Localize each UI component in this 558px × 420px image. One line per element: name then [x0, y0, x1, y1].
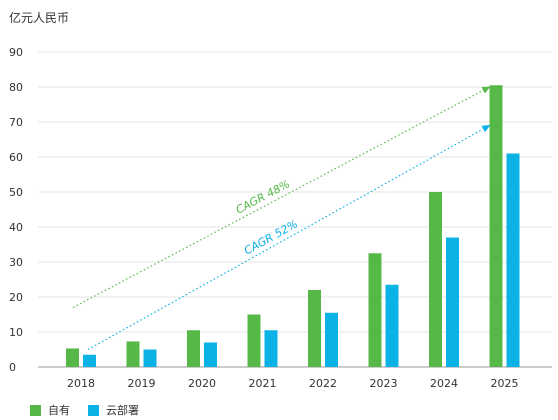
cagr-arrow-1	[72, 86, 491, 309]
legend-swatch-own	[30, 404, 41, 416]
bar-cloud-2018	[83, 354, 96, 367]
bar-own-2022	[308, 290, 321, 367]
bar-cloud-2023	[385, 284, 399, 367]
x-tick-label-2025: 2025	[491, 377, 519, 390]
legend-item-cloud: 云部署	[88, 402, 139, 418]
bar-own-2021	[247, 314, 261, 367]
bar-cloud-2025	[506, 153, 520, 367]
y-tick-label-10: 10	[9, 326, 23, 339]
x-tick-label-2023: 2023	[370, 377, 398, 390]
bar-cloud-2019	[143, 349, 157, 367]
y-tick-label-40: 40	[9, 221, 23, 234]
legend-swatch-cloud	[88, 404, 99, 416]
legend-label-cloud: 云部署	[106, 404, 139, 417]
x-tick-label-2021: 2021	[249, 377, 277, 390]
y-tick-label-50: 50	[9, 186, 23, 199]
bar-own-2023	[368, 253, 382, 367]
x-tick-label-2020: 2020	[188, 377, 216, 390]
y-tick-label-30: 30	[9, 256, 23, 269]
bar-cloud-2022	[325, 312, 338, 367]
y-tick-label-90: 90	[9, 46, 23, 59]
bar-cloud-2021	[264, 330, 278, 367]
y-tick-label-20: 20	[9, 291, 23, 304]
cagr-arrow-2	[87, 124, 491, 351]
cagr-label-1: CAGR 48%	[234, 177, 293, 216]
x-tick-label-2024: 2024	[430, 377, 458, 390]
bar-own-2018	[66, 348, 79, 367]
y-tick-label-70: 70	[9, 116, 23, 129]
bar-own-2020	[187, 330, 200, 367]
legend-item-own: 自有	[30, 402, 70, 418]
bar-own-2019	[126, 341, 140, 367]
x-tick-label-2019: 2019	[128, 377, 156, 390]
y-tick-label-0: 0	[9, 361, 16, 374]
legend-label-own: 自有	[48, 404, 70, 417]
x-tick-label-2018: 2018	[67, 377, 95, 390]
legend: 自有 云部署	[30, 402, 157, 418]
y-axis-unit-label: 亿元人民币	[9, 11, 70, 25]
y-tick-label-60: 60	[9, 151, 23, 164]
bar-cloud-2020	[204, 342, 217, 367]
bar-own-2024	[429, 192, 442, 367]
cagr-label-2: CAGR 52%	[242, 217, 300, 257]
y-tick-label-80: 80	[9, 81, 23, 94]
x-tick-label-2022: 2022	[309, 377, 337, 390]
bar-own-2025	[489, 85, 503, 367]
bar-cloud-2024	[446, 237, 459, 367]
